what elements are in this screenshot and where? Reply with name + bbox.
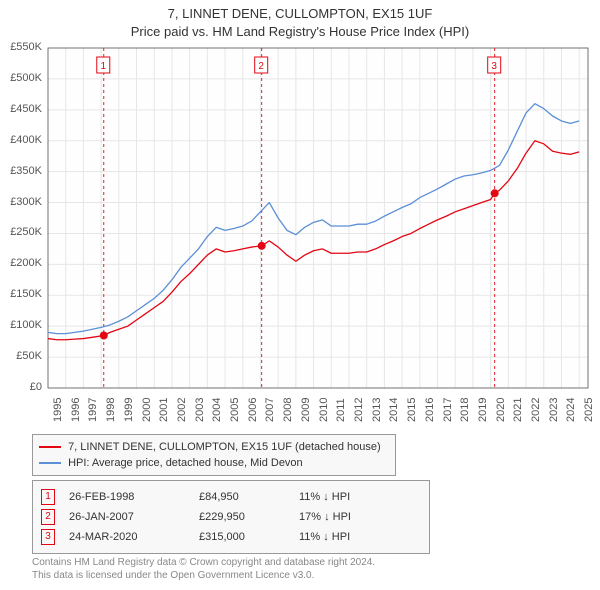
sale-price: £315,000 <box>199 531 299 543</box>
y-tick-label: £350K <box>2 165 42 177</box>
x-tick-label: 2009 <box>300 398 312 422</box>
y-tick-label: £150K <box>2 288 42 300</box>
x-tick-label: 1999 <box>123 398 135 422</box>
x-tick-label: 2014 <box>388 398 400 422</box>
x-tick-label: 2004 <box>211 398 223 422</box>
y-tick-label: £0 <box>2 381 42 393</box>
x-tick-label: 2000 <box>141 398 153 422</box>
attribution-line1: Contains HM Land Registry data © Crown c… <box>32 556 375 569</box>
x-tick-label: 2020 <box>495 398 507 422</box>
x-tick-label: 2012 <box>353 398 365 422</box>
x-tick-label: 2019 <box>477 398 489 422</box>
y-tick-label: £200K <box>2 257 42 269</box>
x-tick-label: 2023 <box>548 398 560 422</box>
attribution-text: Contains HM Land Registry data © Crown c… <box>32 556 375 582</box>
y-tick-label: £450K <box>2 103 42 115</box>
svg-text:3: 3 <box>491 61 497 72</box>
x-tick-label: 2007 <box>264 398 276 422</box>
y-tick-label: £50K <box>2 350 42 362</box>
sale-marker-icon: 1 <box>41 489 55 505</box>
sale-date: 24-MAR-2020 <box>69 531 199 543</box>
x-tick-label: 2022 <box>530 398 542 422</box>
sale-pct-vs-hpi: 11% ↓ HPI <box>299 531 389 543</box>
sale-price: £229,950 <box>199 511 299 523</box>
x-tick-label: 2018 <box>459 398 471 422</box>
y-tick-label: £100K <box>2 319 42 331</box>
x-tick-label: 1998 <box>105 398 117 422</box>
svg-text:1: 1 <box>100 61 106 72</box>
legend-item-property: 7, LINNET DENE, CULLOMPTON, EX15 1UF (de… <box>39 439 389 455</box>
sale-marker-icon: 3 <box>41 529 55 545</box>
x-tick-label: 2008 <box>282 398 294 422</box>
x-tick-label: 2005 <box>229 398 241 422</box>
sale-row: 2 26-JAN-2007£229,95017% ↓ HPI <box>41 507 421 527</box>
chart-svg: 1 2 3 <box>0 0 600 440</box>
legend-label-hpi: HPI: Average price, detached house, Mid … <box>68 457 303 469</box>
legend-swatch-hpi <box>39 462 61 464</box>
x-tick-label: 2017 <box>442 398 454 422</box>
x-tick-label: 2010 <box>318 398 330 422</box>
x-tick-label: 2021 <box>512 398 524 422</box>
x-tick-label: 2006 <box>247 398 259 422</box>
y-tick-label: £250K <box>2 226 42 238</box>
sales-table: 126-FEB-1998£84,95011% ↓ HPI226-JAN-2007… <box>32 480 430 554</box>
x-tick-label: 1997 <box>87 398 99 422</box>
y-tick-label: £550K <box>2 41 42 53</box>
y-tick-label: £400K <box>2 134 42 146</box>
sale-price: £84,950 <box>199 491 299 503</box>
sale-row: 1 26-FEB-1998£84,95011% ↓ HPI <box>41 487 421 507</box>
sale-row: 3 24-MAR-2020£315,00011% ↓ HPI <box>41 527 421 547</box>
x-tick-label: 2016 <box>424 398 436 422</box>
x-tick-label: 1995 <box>52 398 64 422</box>
legend-label-property: 7, LINNET DENE, CULLOMPTON, EX15 1UF (de… <box>68 441 381 453</box>
x-tick-label: 2025 <box>583 398 595 422</box>
x-tick-label: 2001 <box>158 398 170 422</box>
x-tick-label: 2015 <box>406 398 418 422</box>
sale-pct-vs-hpi: 11% ↓ HPI <box>299 491 389 503</box>
x-tick-label: 2002 <box>176 398 188 422</box>
x-tick-label: 1996 <box>70 398 82 422</box>
legend-swatch-property <box>39 446 61 448</box>
chart-container: { "title_line1": "7, LINNET DENE, CULLOM… <box>0 0 600 590</box>
y-tick-label: £300K <box>2 196 42 208</box>
sale-date: 26-JAN-2007 <box>69 511 199 523</box>
legend-box: 7, LINNET DENE, CULLOMPTON, EX15 1UF (de… <box>32 434 396 476</box>
x-tick-label: 2013 <box>371 398 383 422</box>
svg-text:2: 2 <box>258 61 264 72</box>
y-tick-label: £500K <box>2 72 42 84</box>
x-tick-label: 2024 <box>565 398 577 422</box>
legend-item-hpi: HPI: Average price, detached house, Mid … <box>39 455 389 471</box>
sale-pct-vs-hpi: 17% ↓ HPI <box>299 511 389 523</box>
sale-marker-icon: 2 <box>41 509 55 525</box>
attribution-line2: This data is licensed under the Open Gov… <box>32 569 375 582</box>
x-tick-label: 2003 <box>194 398 206 422</box>
sale-date: 26-FEB-1998 <box>69 491 199 503</box>
x-tick-label: 2011 <box>335 398 347 422</box>
